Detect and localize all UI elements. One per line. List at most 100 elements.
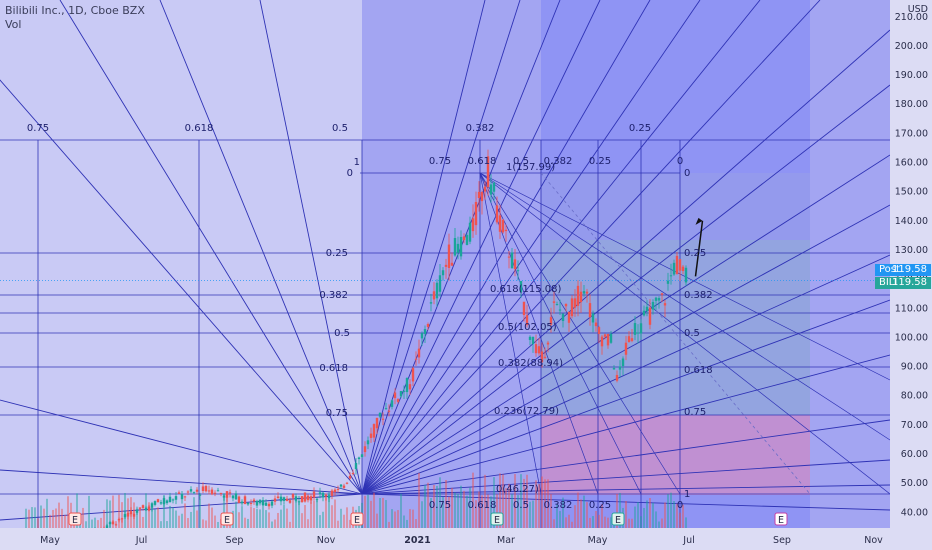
volume-bar: [634, 506, 636, 528]
currency-label: USD: [908, 4, 928, 15]
volume-bar: [178, 515, 180, 528]
volume-bar: [463, 490, 465, 528]
earnings-event-marker: [490, 512, 504, 526]
candle-body: [204, 485, 208, 492]
volume-bar: [313, 500, 315, 528]
volume-bar: [31, 507, 33, 528]
volume-bar: [385, 500, 387, 528]
candle-body: [504, 229, 508, 232]
gann-fan-line: [479, 172, 642, 495]
earnings-event-marker: [611, 512, 625, 526]
volume-bar: [259, 509, 261, 528]
fib-level-label: 0.25: [684, 248, 706, 259]
volume-bar: [262, 500, 264, 528]
last-tag-value: 119.58: [892, 277, 927, 288]
fib-level-label: 1: [354, 157, 360, 168]
volume-bar: [292, 493, 294, 528]
candle-body: [618, 366, 622, 370]
fib-level-label: 0.618: [684, 365, 713, 376]
volume-bar: [448, 496, 450, 528]
volume-bar: [196, 510, 198, 528]
volume-bar: [673, 501, 675, 528]
candle-body: [636, 332, 640, 334]
candle-body: [255, 500, 259, 506]
candle-body: [642, 310, 646, 316]
time-tick-label: Nov: [317, 535, 336, 546]
candle-body: [675, 255, 679, 274]
retracement-label: 0.382(88.94): [498, 358, 563, 369]
projection-arrowhead: [695, 217, 703, 225]
volume-bar: [652, 502, 654, 528]
price-tick-label: 150.00: [895, 187, 928, 198]
volume-bar: [55, 508, 57, 528]
volume-bar: [475, 500, 477, 528]
candle-body: [627, 336, 631, 343]
volume-bar: [46, 498, 48, 528]
candle-body: [264, 502, 268, 506]
volume-bar: [487, 494, 489, 528]
price-tick-label: 110.00: [895, 303, 928, 314]
candle-body: [159, 502, 163, 504]
candle-body: [438, 275, 442, 292]
candle-body: [354, 462, 358, 469]
candle-body: [648, 307, 652, 325]
candle-body: [561, 313, 565, 322]
volume-bar: [256, 509, 258, 528]
candle-body: [549, 317, 553, 325]
volume-bar: [268, 512, 270, 528]
volume-bar: [415, 519, 417, 528]
volume-bar: [202, 519, 204, 528]
candle-body: [246, 502, 250, 505]
volume-bar: [526, 474, 528, 528]
volume-bar: [310, 501, 312, 528]
volume-bar: [520, 474, 522, 528]
volume-bar: [631, 518, 633, 528]
fib-fan-label: 0.5: [332, 123, 348, 134]
volume-bar: [181, 513, 183, 528]
volume-bar: [400, 493, 402, 528]
fib-level-label: 0.5: [684, 328, 700, 339]
price-tick-label: 160.00: [895, 158, 928, 169]
volume-bar: [568, 514, 570, 528]
candle-body: [213, 492, 217, 494]
candle-body: [153, 501, 157, 505]
volume-bar: [64, 514, 66, 528]
volume-bar: [406, 519, 408, 528]
candle-body: [342, 485, 346, 488]
price-tick-label: 40.00: [901, 507, 928, 518]
price-tick-label: 210.00: [895, 12, 928, 23]
candle-body: [567, 311, 571, 323]
candle-body: [537, 346, 541, 354]
volume-bar: [337, 520, 339, 528]
time-tick-label: Jul: [682, 535, 694, 546]
volume-bar: [145, 493, 147, 528]
candle-body: [459, 236, 463, 257]
gann-fan-line: [361, 0, 821, 495]
volume-bar: [685, 517, 687, 528]
candle-body: [381, 418, 385, 420]
gann-fan-line: [361, 419, 891, 495]
candle-body: [513, 259, 517, 270]
candle-body: [384, 408, 388, 410]
fib-fan-label: 0.5: [513, 500, 529, 511]
volume-bar: [481, 495, 483, 528]
gann-fan-line: [361, 0, 701, 495]
volume-bar: [445, 479, 447, 528]
fib-fan-label: 0.382: [544, 156, 573, 167]
candle-body: [315, 498, 319, 500]
candle-body: [180, 493, 184, 500]
volume-bar: [163, 494, 165, 528]
volume-bar: [595, 511, 597, 528]
volume-bar: [106, 499, 108, 528]
volume-bar: [670, 492, 672, 528]
candle-body: [279, 496, 283, 502]
volume-bar: [397, 510, 399, 528]
candle-body: [594, 322, 598, 327]
post-tag-value: 119.58: [892, 264, 927, 275]
candle-body: [135, 509, 139, 513]
volume-bar: [550, 494, 552, 528]
volume-bar: [610, 517, 612, 528]
volume-bar: [580, 499, 582, 528]
